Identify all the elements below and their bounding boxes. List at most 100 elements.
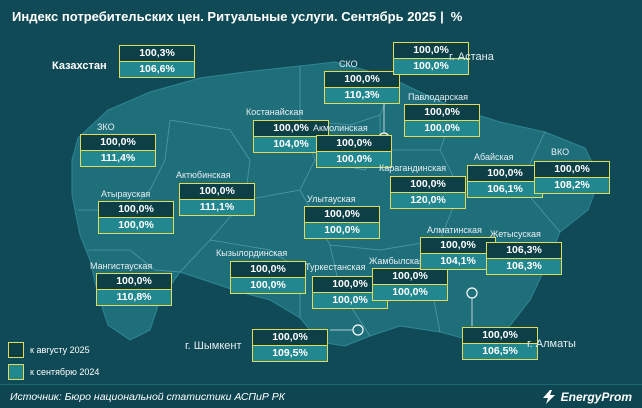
region-name-ulytau: Улытауская xyxy=(307,194,356,204)
region-value-aug: 100,0% xyxy=(180,184,254,200)
title-separator: | xyxy=(440,9,444,24)
region-value-sep: 106,3% xyxy=(487,259,561,274)
footer: Источник: Бюро национальной статистики А… xyxy=(0,384,642,408)
city-name-almaty: г. Алматы xyxy=(527,338,576,350)
region-value-sep: 110,8% xyxy=(97,290,171,305)
region-value-aug: 100,0% xyxy=(231,262,305,278)
region-value-sep: 111,4% xyxy=(81,151,155,166)
legend-label-aug: к августу 2025 xyxy=(30,345,90,355)
region-box-abay: 100,0% 106,1% xyxy=(467,165,543,198)
region-name-kyzylorda: Кызылординская xyxy=(216,248,288,258)
region-name-akmola: Акмолинская xyxy=(313,123,368,133)
region-box-karaganda: 100,0% 120,0% xyxy=(390,176,466,209)
region-name-pavlodar: Павлодарская xyxy=(408,92,468,102)
region-box-ulytau: 100,0% 100,0% xyxy=(304,206,380,239)
region-value-sep: 110,3% xyxy=(325,88,399,103)
region-name-vko: ВКО xyxy=(551,147,570,157)
lightning-icon xyxy=(542,390,555,404)
region-value-sep: 100,0% xyxy=(373,285,447,300)
region-name-mangistau: Мангистауская xyxy=(90,261,153,271)
unit-label: % xyxy=(450,9,463,24)
kazakhstan-value-sep: 106,6% xyxy=(120,62,194,77)
brand-logo: EnergyProm xyxy=(541,390,632,404)
kazakhstan-value-aug: 100,3% xyxy=(120,46,194,62)
region-name-kostanay: Костанайская xyxy=(246,107,304,117)
kazakhstan-label: Казахстан xyxy=(52,60,107,72)
region-box-mangistau: 100,0% 110,8% xyxy=(96,273,172,306)
legend-item-aug: к августу 2025 xyxy=(8,342,99,358)
region-name-aktobe: Актюбинская xyxy=(176,170,231,180)
region-box-almaty-obl: 100,0% 104,1% xyxy=(420,237,496,270)
region-box-aktobe: 100,0% 111,1% xyxy=(179,183,255,216)
region-value-aug: 100,0% xyxy=(325,72,399,88)
region-name-zko: ЗКО xyxy=(97,122,115,132)
region-box-pavlodar: 100,0% 100,0% xyxy=(404,104,480,137)
region-box-atyrau: 100,0% 100,0% xyxy=(98,201,174,234)
region-box-zhetysu: 106,3% 106,3% xyxy=(486,242,562,275)
region-value-aug: 106,3% xyxy=(487,243,561,259)
region-value-sep: 100,0% xyxy=(317,152,391,167)
city-box-astana: 100,0% 100,0% xyxy=(393,42,469,75)
region-name-turkestan: Туркестанская xyxy=(305,262,366,272)
region-box-vko: 100,0% 108,2% xyxy=(534,161,610,194)
region-value-sep: 111,1% xyxy=(180,200,254,215)
region-box-kyzylorda: 100,0% 100,0% xyxy=(230,261,306,294)
legend-swatch-sep xyxy=(8,364,24,380)
region-value-aug: 100,0% xyxy=(373,269,447,285)
region-value-aug: 100,0% xyxy=(254,121,328,137)
brand-name: EnergyProm xyxy=(560,390,632,404)
region-value-aug: 100,0% xyxy=(97,274,171,290)
region-box-turkestan: 100,0% 100,0% xyxy=(312,276,388,309)
legend-swatch-aug xyxy=(8,342,24,358)
title-text: Индекс потребительских цен. Ритуальные у… xyxy=(12,9,437,24)
region-value-aug: 100,0% xyxy=(468,166,542,182)
region-value-aug: 100,0% xyxy=(313,277,387,293)
city-name-shymkent: г. Шымкент xyxy=(185,340,242,352)
region-value-sep: 100,0% xyxy=(405,121,479,136)
region-value-sep: 100,0% xyxy=(313,293,387,308)
kazakhstan-value-box: 100,3% 106,6% xyxy=(119,45,195,78)
region-value-aug: 100,0% xyxy=(535,162,609,178)
region-name-atyrau: Атырауская xyxy=(101,189,151,199)
region-box-zko: 100,0% 111,4% xyxy=(80,134,156,167)
legend-label-sep: к сентябрю 2024 xyxy=(30,367,100,377)
page-title: Индекс потребительских цен. Ритуальные у… xyxy=(12,9,462,24)
city-value-aug: 100,0% xyxy=(463,328,537,344)
region-value-aug: 100,0% xyxy=(81,135,155,151)
city-value-sep: 106,5% xyxy=(463,344,537,359)
region-value-sep: 120,0% xyxy=(391,193,465,208)
city-value-sep: 109,5% xyxy=(253,346,327,361)
region-value-sep: 108,2% xyxy=(535,178,609,193)
region-box-sko: 100,0% 110,3% xyxy=(324,71,400,104)
city-name-astana: г. Астана xyxy=(449,51,494,63)
region-name-abay: Абайская xyxy=(474,152,514,162)
city-value-sep: 100,0% xyxy=(394,59,468,74)
city-value-aug: 100,0% xyxy=(394,43,468,59)
region-box-zhambyl: 100,0% 100,0% xyxy=(372,268,448,301)
legend-item-sep: к сентябрю 2024 xyxy=(8,364,99,380)
region-value-aug: 100,0% xyxy=(405,105,479,121)
city-box-shymkent: 100,0% 109,5% xyxy=(252,329,328,362)
region-value-sep: 106,1% xyxy=(468,182,542,197)
source-note: Источник: Бюро национальной статистики А… xyxy=(10,391,285,403)
region-value-sep: 104,1% xyxy=(421,254,495,269)
region-value-aug: 100,0% xyxy=(99,202,173,218)
region-value-aug: 100,0% xyxy=(317,136,391,152)
region-name-zhambyl: Жамбылская xyxy=(369,256,424,266)
city-box-almaty: 100,0% 106,5% xyxy=(462,327,538,360)
region-name-sko: СКО xyxy=(339,59,358,69)
region-box-akmola: 100,0% 100,0% xyxy=(316,135,392,168)
region-value-aug: 100,0% xyxy=(421,238,495,254)
region-name-zhetysu: Жетысуская xyxy=(490,229,541,239)
region-value-aug: 100,0% xyxy=(391,177,465,193)
region-name-karaganda: Карагандинская xyxy=(379,163,447,173)
region-value-sep: 104,0% xyxy=(254,137,328,152)
region-value-sep: 100,0% xyxy=(99,218,173,233)
city-value-aug: 100,0% xyxy=(253,330,327,346)
region-value-aug: 100,0% xyxy=(305,207,379,223)
region-name-almaty-obl: Алматинская xyxy=(427,225,482,235)
region-value-sep: 100,0% xyxy=(305,223,379,238)
region-value-sep: 100,0% xyxy=(231,278,305,293)
legend: к августу 2025 к сентябрю 2024 xyxy=(8,342,99,386)
